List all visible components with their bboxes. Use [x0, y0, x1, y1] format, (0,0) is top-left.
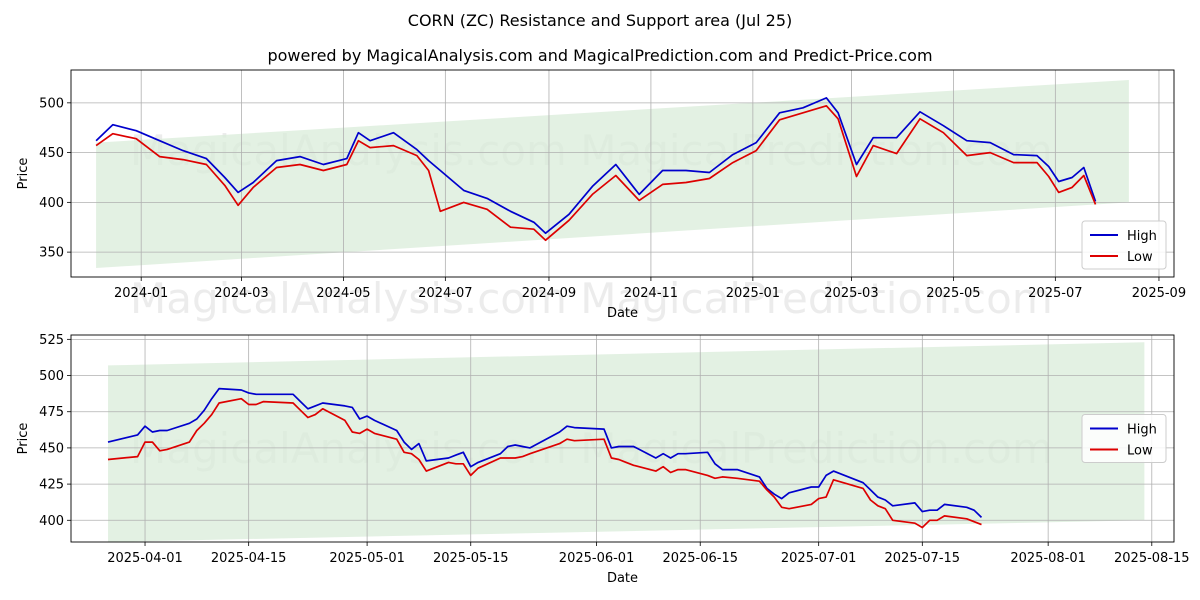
y-tick-label: 450	[39, 441, 64, 456]
y-tick-label: 400	[39, 196, 64, 211]
x-tick-label: 2025-06-01	[559, 551, 635, 566]
y-axis-label: Price	[16, 423, 31, 455]
axes-frame	[70, 334, 1175, 543]
x-tick-label: 2025-06-15	[662, 551, 738, 566]
chart-title: CORN (ZC) Resistance and Support area (J…	[407, 11, 793, 30]
series-line-low	[107, 397, 982, 529]
x-tick-label: 2024-05	[316, 286, 370, 301]
y-tick-label: 400	[39, 514, 64, 529]
y-tick-label: 525	[39, 333, 64, 348]
legend-label-low: Low	[1127, 444, 1153, 459]
x-tick-label: 2024-01	[114, 286, 168, 301]
x-tick-label: 2024-03	[214, 286, 268, 301]
x-tick-label: 2025-05-01	[329, 551, 405, 566]
x-tick-label: 2025-05-15	[433, 551, 509, 566]
x-tick-label: 2025-04-01	[107, 551, 183, 566]
x-tick-label: 2025-09	[1132, 286, 1186, 301]
x-tick-label: 2025-01	[726, 286, 780, 301]
legend: High Low	[1081, 414, 1167, 463]
x-tick-label: 2025-08-15	[1114, 551, 1190, 566]
series-line-low	[95, 104, 1097, 242]
x-tick-label: 2025-03	[824, 286, 878, 301]
x-tick-label: 2024-11	[624, 286, 678, 301]
x-tick-label: 2025-07	[1028, 286, 1082, 301]
x-tick-label: 2025-07-01	[781, 551, 857, 566]
legend-label-low: Low	[1127, 250, 1153, 265]
axes-frame	[70, 69, 1175, 278]
x-tick-label: 2024-09	[522, 286, 576, 301]
series-line-high	[95, 97, 1097, 235]
x-axis-label: Date	[607, 306, 638, 321]
legend-label-high: High	[1127, 229, 1157, 244]
x-axis-label: Date	[607, 571, 638, 586]
y-axis-label: Price	[16, 158, 31, 190]
support-resistance-band	[96, 79, 1129, 269]
y-tick-label: 500	[39, 369, 64, 384]
x-tick-label: 2025-05	[926, 286, 980, 301]
x-tick-label: 2025-04-15	[211, 551, 287, 566]
y-tick-label: 450	[39, 146, 64, 161]
y-tick-label: 475	[39, 405, 64, 420]
chart-panel-1: 2024-01 2024-03 2024-05 2024-07 2024-09 2024-…	[16, 69, 1186, 321]
x-tick-label: 2025-07-15	[885, 551, 961, 566]
support-resistance-band	[108, 342, 1145, 542]
series-line-high	[107, 387, 983, 519]
y-tick-label: 425	[39, 478, 64, 493]
chart-panel-2: 2025-04-01 2025-04-15 2025-05-01 2025-05-15…	[16, 333, 1190, 586]
legend: High Low	[1081, 220, 1167, 270]
legend-label-high: High	[1127, 423, 1157, 438]
x-tick-label: 2024-07	[418, 286, 472, 301]
y-tick-label: 500	[39, 96, 64, 111]
chart-subtitle: powered by MagicalAnalysis.com and Magic…	[267, 46, 933, 65]
y-tick-label: 350	[39, 246, 64, 261]
x-tick-label: 2025-08-01	[1010, 551, 1086, 566]
